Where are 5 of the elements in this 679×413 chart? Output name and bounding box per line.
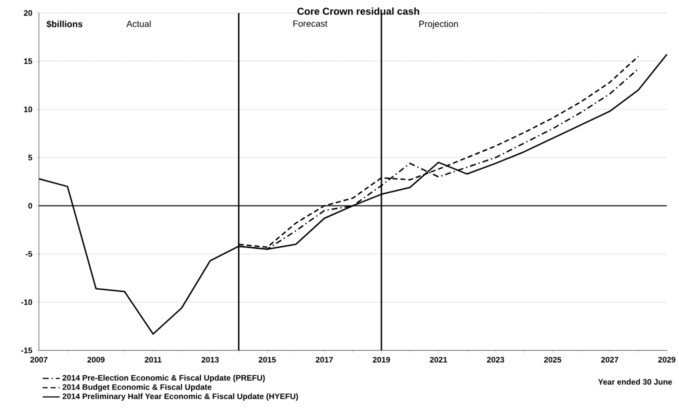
annotation: Actual bbox=[126, 20, 151, 27]
y-axis-title: $billions bbox=[46, 20, 82, 28]
chart-title: Core Crown residual cash bbox=[297, 7, 420, 15]
annotation: Forecast bbox=[293, 20, 328, 27]
annotation: Projection bbox=[419, 20, 458, 29]
